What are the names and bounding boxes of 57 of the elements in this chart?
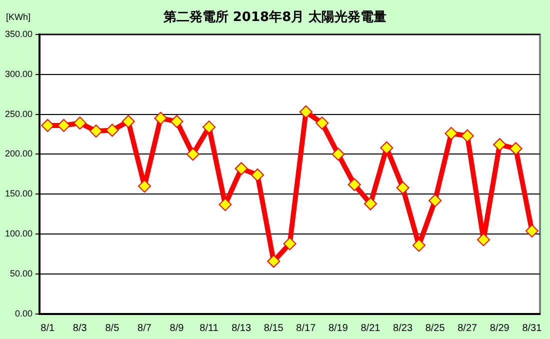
point [493,138,506,152]
point [154,112,168,125]
point [106,124,119,137]
y-tick-label: 0.00 [14,308,33,318]
point [186,148,200,161]
chart-title: 第二発電所 2018年8月 太陽光発電量 [163,10,387,25]
point [444,126,458,140]
x-tick-label: 8/3 [72,322,88,334]
y-axis-title: [KWh] [6,12,31,22]
point [73,116,86,130]
point [234,162,248,176]
point [412,238,426,252]
point [218,198,232,212]
x-tick-label: 8/11 [200,322,219,334]
y-tick-label: 100.00 [4,228,33,239]
point [476,233,490,246]
x-tick-label: 8/5 [105,322,120,334]
point [396,181,410,194]
y-tick-label: 300.00 [4,68,33,79]
point [138,180,151,193]
point [509,142,522,156]
point [202,120,216,134]
point [428,194,442,208]
point [90,124,103,138]
x-tick-label: 8/27 [458,322,478,334]
y-tick-label: 200.00 [4,148,33,159]
x-tick-label: 8/1 [40,322,55,334]
point [525,224,538,238]
x-tick-label: 8/23 [393,322,413,334]
x-tick-label: 8/17 [296,322,316,334]
point [283,237,296,250]
y-tick-label: 250.00 [4,108,33,119]
y-tick-label: 150.00 [4,188,33,199]
x-tick-label: 8/7 [138,322,152,334]
point [348,178,361,192]
point [170,114,184,128]
x-tick-label: 8/15 [264,322,284,334]
point [299,105,312,118]
y-tick-label: 50.00 [10,268,33,279]
point [316,116,329,130]
point [380,141,394,154]
point [122,114,135,128]
point [460,129,474,142]
x-tick-label: 8/29 [490,322,510,334]
point [267,254,280,268]
point [57,118,70,132]
point [250,168,264,182]
x-tick-label: 8/9 [170,322,184,334]
x-tick-label: 8/19 [328,322,348,334]
x-tick-label: 8/21 [360,322,381,334]
point [332,148,345,161]
point [41,118,54,132]
x-tick-label: 8/13 [232,322,252,334]
point [364,197,377,210]
y-tick-label: 350.00 [4,28,33,39]
x-tick-label: 8/31 [522,322,542,334]
x-tick-label: 8/25 [425,322,446,334]
